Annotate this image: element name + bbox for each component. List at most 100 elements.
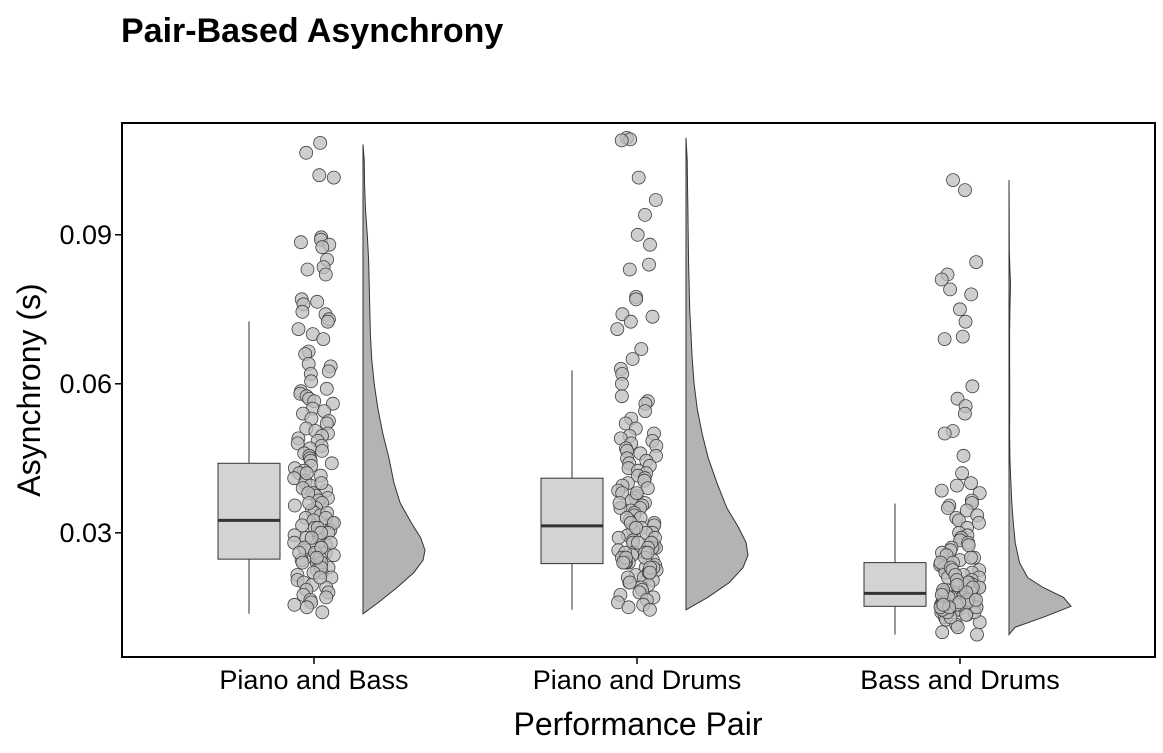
point-1-116 [299,600,314,615]
point-1-139 [299,466,314,481]
point-3-27 [941,501,955,515]
point-3-73 [935,625,950,640]
point-3-6 [943,282,957,297]
point-3-7 [964,287,979,302]
point-2-126 [629,486,644,501]
point-3-2 [958,183,972,198]
point-1-138 [304,530,319,545]
point-2-22 [615,389,629,404]
point-1-9 [315,240,330,255]
x-tick-label-2: Piano and Drums [533,665,742,695]
point-1-142 [302,496,317,510]
point-1-136 [295,555,310,570]
point-3-5 [934,272,949,287]
point-2-111 [623,575,637,590]
y-axis-title: Asynchrony (s) [11,283,47,496]
points-layer [287,130,987,642]
point-3-22 [934,483,949,498]
point-3-125 [950,578,964,592]
point-2-125 [629,520,643,535]
point-1-53 [315,443,329,458]
point-1-95 [326,548,341,563]
point-2-25 [638,404,652,419]
point-1-13 [318,267,333,282]
x-tick-label-1: Piano and Bass [219,665,408,695]
point-3-17 [937,426,952,441]
point-2-17 [634,342,649,356]
density-2 [685,137,749,611]
point-2-8 [643,237,657,252]
point-3-39 [961,538,976,553]
point-1-58 [324,456,339,471]
point-3-9 [958,314,973,329]
point-2-3 [614,133,629,148]
point-1-50 [290,436,305,451]
point-2-21 [615,376,629,391]
point-2-10 [622,262,637,277]
point-3-128 [969,593,983,607]
point-2-118 [643,565,657,580]
y-tick-label-1: 0.03 [59,518,112,548]
point-3-119 [964,550,978,565]
point-1-140 [314,476,329,491]
x-axis: Piano and Bass Piano and Drums Bass and Dr… [219,657,1060,695]
density-layer [362,137,1072,636]
point-1-21 [291,322,306,337]
point-3-19 [955,466,969,481]
point-2-16 [610,322,625,337]
point-1-3 [312,168,327,183]
y-tick-label-3: 0.09 [59,220,112,250]
point-1-23 [316,332,331,347]
point-3-10 [955,329,970,344]
point-1-112 [319,590,334,605]
point-3-8 [953,302,967,317]
point-3-72 [950,620,965,635]
point-1-20 [320,314,335,329]
point-1-7 [293,235,308,250]
point-2-100 [643,602,657,617]
plot-border [121,122,1156,658]
point-2-9 [642,257,656,272]
y-axis: 0.03 0.06 0.09 [59,220,122,548]
point-2-12 [629,292,643,307]
x-tick-label-3: Bass and Drums [860,665,1060,695]
point-2-71 [611,530,626,545]
point-3-115 [959,585,974,600]
point-1-115 [287,597,302,612]
point-1-75 [287,498,302,513]
box-3 [863,562,927,607]
boxplot-layer [217,321,927,635]
point-2-99 [621,600,636,615]
point-3-129 [936,597,951,612]
point-2-15 [623,314,638,329]
point-1-117 [315,605,330,620]
density-1 [362,144,426,615]
point-3-3 [969,255,984,270]
point-3-1 [946,173,960,188]
point-2-5 [648,193,663,207]
point-1-131 [313,570,328,585]
box-2 [540,477,604,565]
point-1-2 [299,145,314,160]
point-2-7 [630,227,645,242]
point-1-4 [326,170,341,185]
point-1-12 [300,262,315,277]
point-1-1 [313,135,328,150]
point-1-135 [309,550,324,565]
point-3-18 [956,448,971,463]
point-2-121 [616,555,631,570]
point-1-28 [321,364,336,379]
density-3 [1008,180,1072,636]
point-2-119 [640,545,655,560]
point-2-6 [638,207,652,222]
point-1-30 [304,374,319,389]
point-1-17 [295,304,310,319]
point-3-12 [965,379,980,394]
point-1-15 [310,294,325,309]
point-3-74 [970,627,984,642]
point-3-11 [937,332,952,347]
point-3-32 [972,516,986,530]
point-2-4 [631,170,646,185]
point-2-14 [645,309,660,324]
